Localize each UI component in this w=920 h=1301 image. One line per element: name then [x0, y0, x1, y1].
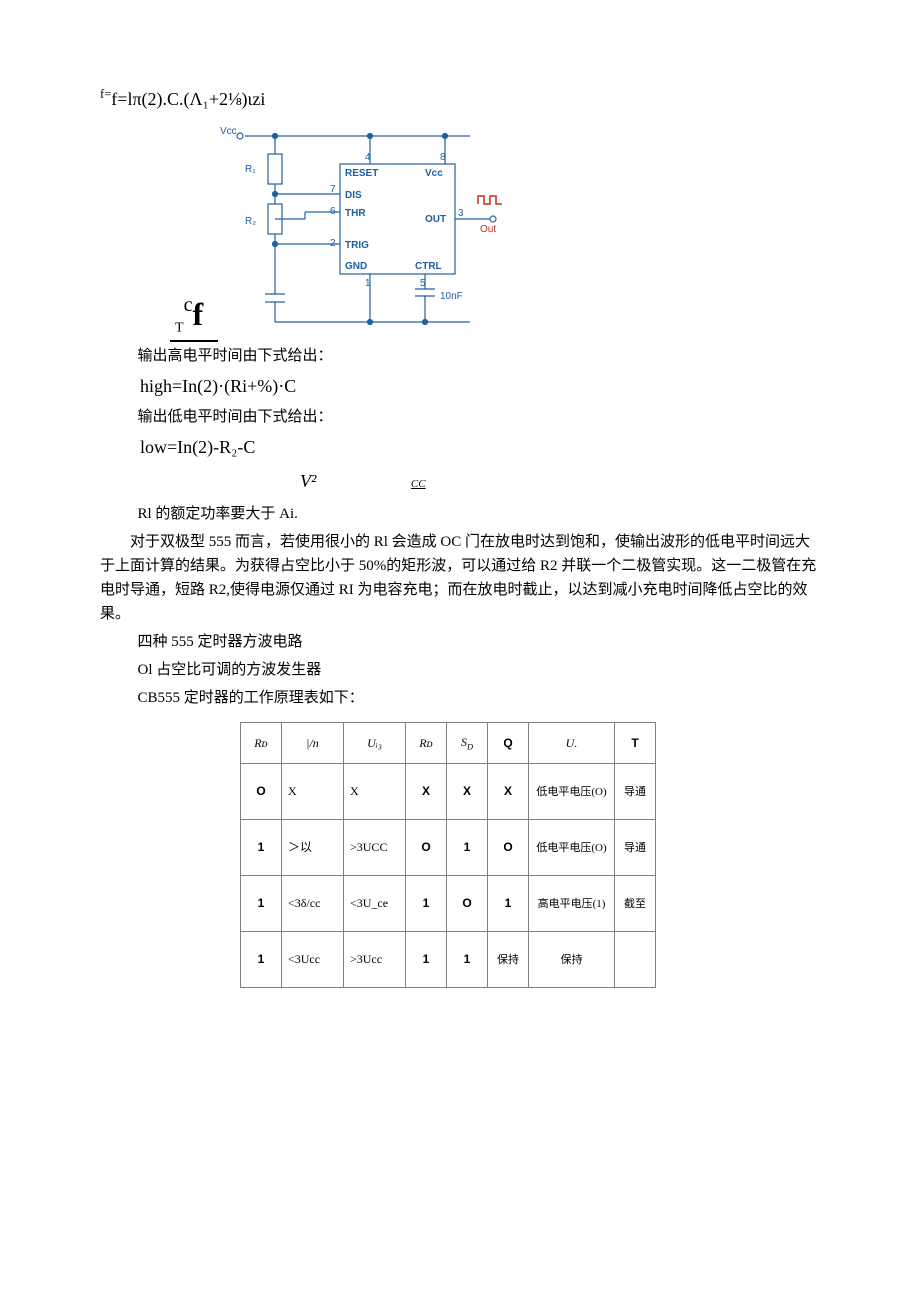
r1-label: R₁ [245, 164, 256, 175]
v2-text: V² [300, 471, 316, 491]
table-header-cell: Q [488, 723, 529, 764]
cf-f: f [192, 296, 203, 332]
table-cell [615, 932, 656, 988]
table-header-cell: U. [529, 723, 615, 764]
table-cell: <3Ucc [282, 932, 344, 988]
table-cell: O [488, 820, 529, 876]
paragraph-main: 对于双极型 555 而言，若使用很小的 Rl 会造成 OC 门在放电时达到饱和，… [100, 530, 820, 626]
cf-underline [170, 340, 218, 342]
table-cell: ＞以 [282, 820, 344, 876]
pin6: 6 [330, 206, 336, 217]
table-cell: 低电平电压(O) [529, 764, 615, 820]
table-cell: <3U_ce [344, 876, 406, 932]
table-row: 1<3δ/cc<3U_ce1O1高电平电压(1)截至 [241, 876, 656, 932]
pin3: 3 [458, 208, 464, 219]
svg-text:RESET: RESET [345, 168, 378, 179]
table-cell: 1 [447, 932, 488, 988]
table-cell: 1 [241, 876, 282, 932]
svg-text:GND: GND [345, 261, 367, 272]
r1-power: Rl 的额定功率要大于 Ai. [100, 502, 820, 526]
high-intro: 输出高电平时间由下式给出： [100, 344, 820, 368]
formula-text: f=lπ(2).C.(Λ₁+2⅛)ιzi [111, 89, 265, 109]
cc-sub: CC [411, 478, 426, 490]
vcc-label: Vcc [220, 126, 237, 137]
table-cell: 1 [488, 876, 529, 932]
table-cell: X [282, 764, 344, 820]
pin8: 8 [440, 152, 446, 163]
table-cell: O [406, 820, 447, 876]
table-cell: X [488, 764, 529, 820]
table-row: 1＞以>3UCCO1O低电平电压(O)导通 [241, 820, 656, 876]
table-cell: 1 [406, 932, 447, 988]
table-header-cell: T [615, 723, 656, 764]
high-formula: high=In(2)·(Ri+%)·C [140, 372, 820, 401]
table-cell: <3δ/cc [282, 876, 344, 932]
line-table-intro: CB555 定时器的工作原理表如下： [100, 686, 820, 710]
cf-label: Tcf [175, 289, 203, 340]
table-cell: O [241, 764, 282, 820]
low-intro: 输出低电平时间由下式给出： [100, 405, 820, 429]
svg-text:10nF: 10nF [440, 291, 463, 302]
table-header-cell: Uᵢ₃ [344, 723, 406, 764]
table-cell: 导通 [615, 764, 656, 820]
table-cell: 导通 [615, 820, 656, 876]
table-cell: O [447, 876, 488, 932]
pin7: 7 [330, 184, 336, 195]
svg-text:OUT: OUT [425, 214, 446, 225]
low-formula: low=In(2)-R₂-C [140, 433, 820, 462]
table-row: OXXXXX低电平电压(O)导通 [241, 764, 656, 820]
table-cell: 1 [241, 820, 282, 876]
table-cell: 1 [241, 932, 282, 988]
pin4: 4 [365, 152, 371, 163]
svg-text:THR: THR [345, 208, 366, 219]
table-cell: 保持 [529, 932, 615, 988]
pin2: 2 [330, 238, 336, 249]
table-header-cell: Rᴅ [406, 723, 447, 764]
pin5: 5 [420, 278, 426, 289]
table-cell: X [344, 764, 406, 820]
cf-t: T [175, 320, 184, 335]
table-cell: X [447, 764, 488, 820]
line-circuits: 四种 555 定时器方波电路 [100, 630, 820, 654]
table-cell: 1 [447, 820, 488, 876]
table-cell: >3Ucc [344, 932, 406, 988]
pin1: 1 [365, 278, 371, 289]
table-cell: 高电平电压(1) [529, 876, 615, 932]
table-row: 1<3Ucc>3Ucc11保持保持 [241, 932, 656, 988]
circuit-diagram: Vcc R₁ R₂ 4 8 7 6 2 3 1 5 RESET Vcc DIS … [220, 124, 820, 334]
table-cell: 1 [406, 876, 447, 932]
v-squared: V² CC [300, 467, 820, 496]
line-generator: Ol 占空比可调的方波发生器 [100, 658, 820, 682]
table-header-row: Rᴅ|/nUᵢ₃RᴅSDQU.T [241, 723, 656, 764]
svg-text:Vcc: Vcc [425, 168, 443, 179]
table-header-cell: Rᴅ [241, 723, 282, 764]
svg-text:TRIG: TRIG [345, 240, 369, 251]
table-cell: 保持 [488, 932, 529, 988]
table-cell: 截至 [615, 876, 656, 932]
f-sup: f= [100, 87, 111, 101]
r2-label: R₂ [245, 216, 256, 227]
table-body: OXXXXX低电平电压(O)导通1＞以>3UCCO1O低电平电压(O)导通1<3… [241, 764, 656, 988]
table-cell: X [406, 764, 447, 820]
table-header-cell: |/n [282, 723, 344, 764]
top-formula: f=f=lπ(2).C.(Λ₁+2⅛)ιzi [100, 84, 820, 114]
truth-table: Rᴅ|/nUᵢ₃RᴅSDQU.T OXXXXX低电平电压(O)导通1＞以>3UC… [240, 722, 656, 988]
table-cell: 低电平电压(O) [529, 820, 615, 876]
svg-text:Out: Out [480, 224, 496, 235]
svg-text:CTRL: CTRL [415, 261, 442, 272]
table-cell: >3UCC [344, 820, 406, 876]
table-header-cell: SD [447, 723, 488, 764]
svg-text:DIS: DIS [345, 190, 362, 201]
